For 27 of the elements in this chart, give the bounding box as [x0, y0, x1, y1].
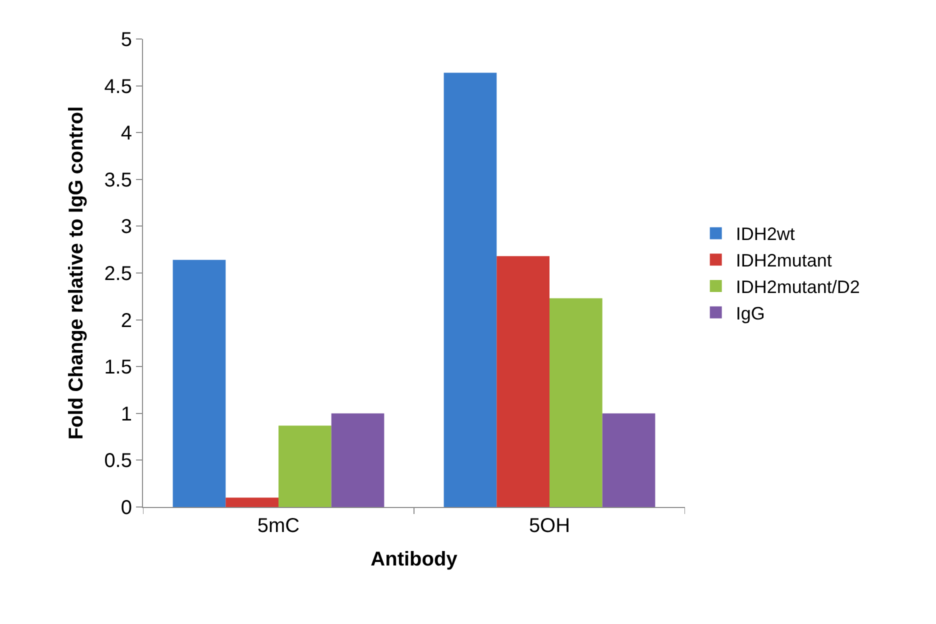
legend-label: IDH2mutant — [736, 250, 832, 271]
y-tick-label: 4.5 — [104, 76, 132, 98]
bar — [226, 498, 278, 507]
bar — [331, 413, 384, 507]
y-tick-label: 2.5 — [104, 263, 132, 285]
y-tick-label: 2 — [120, 310, 132, 332]
legend-label: IgG — [736, 303, 765, 324]
x-axis-title: Antibody — [370, 548, 458, 570]
y-tick-label: 1 — [120, 403, 132, 426]
bar — [172, 260, 226, 507]
y-tick-label: 4 — [120, 122, 132, 145]
bar — [278, 426, 332, 507]
bar — [550, 298, 602, 507]
legend-label: IDH2mutant/D2 — [736, 277, 860, 298]
x-tick-label: 5mC — [257, 515, 300, 537]
y-tick-label: 1.5 — [104, 356, 132, 379]
y-tick-label: 3.5 — [104, 169, 132, 192]
x-tick-label: 5OH — [528, 515, 570, 537]
y-tick-label: 0 — [120, 497, 132, 519]
bar — [602, 413, 656, 507]
y-tick-label: 5 — [120, 29, 132, 51]
bar — [444, 72, 497, 507]
legend-label: IDH2wt — [736, 224, 795, 244]
bar — [496, 256, 550, 507]
y-axis-title: Fold Change relative to IgG control — [66, 106, 88, 440]
y-tick-label: 0.5 — [104, 450, 132, 472]
y-tick-label: 3 — [120, 216, 132, 238]
